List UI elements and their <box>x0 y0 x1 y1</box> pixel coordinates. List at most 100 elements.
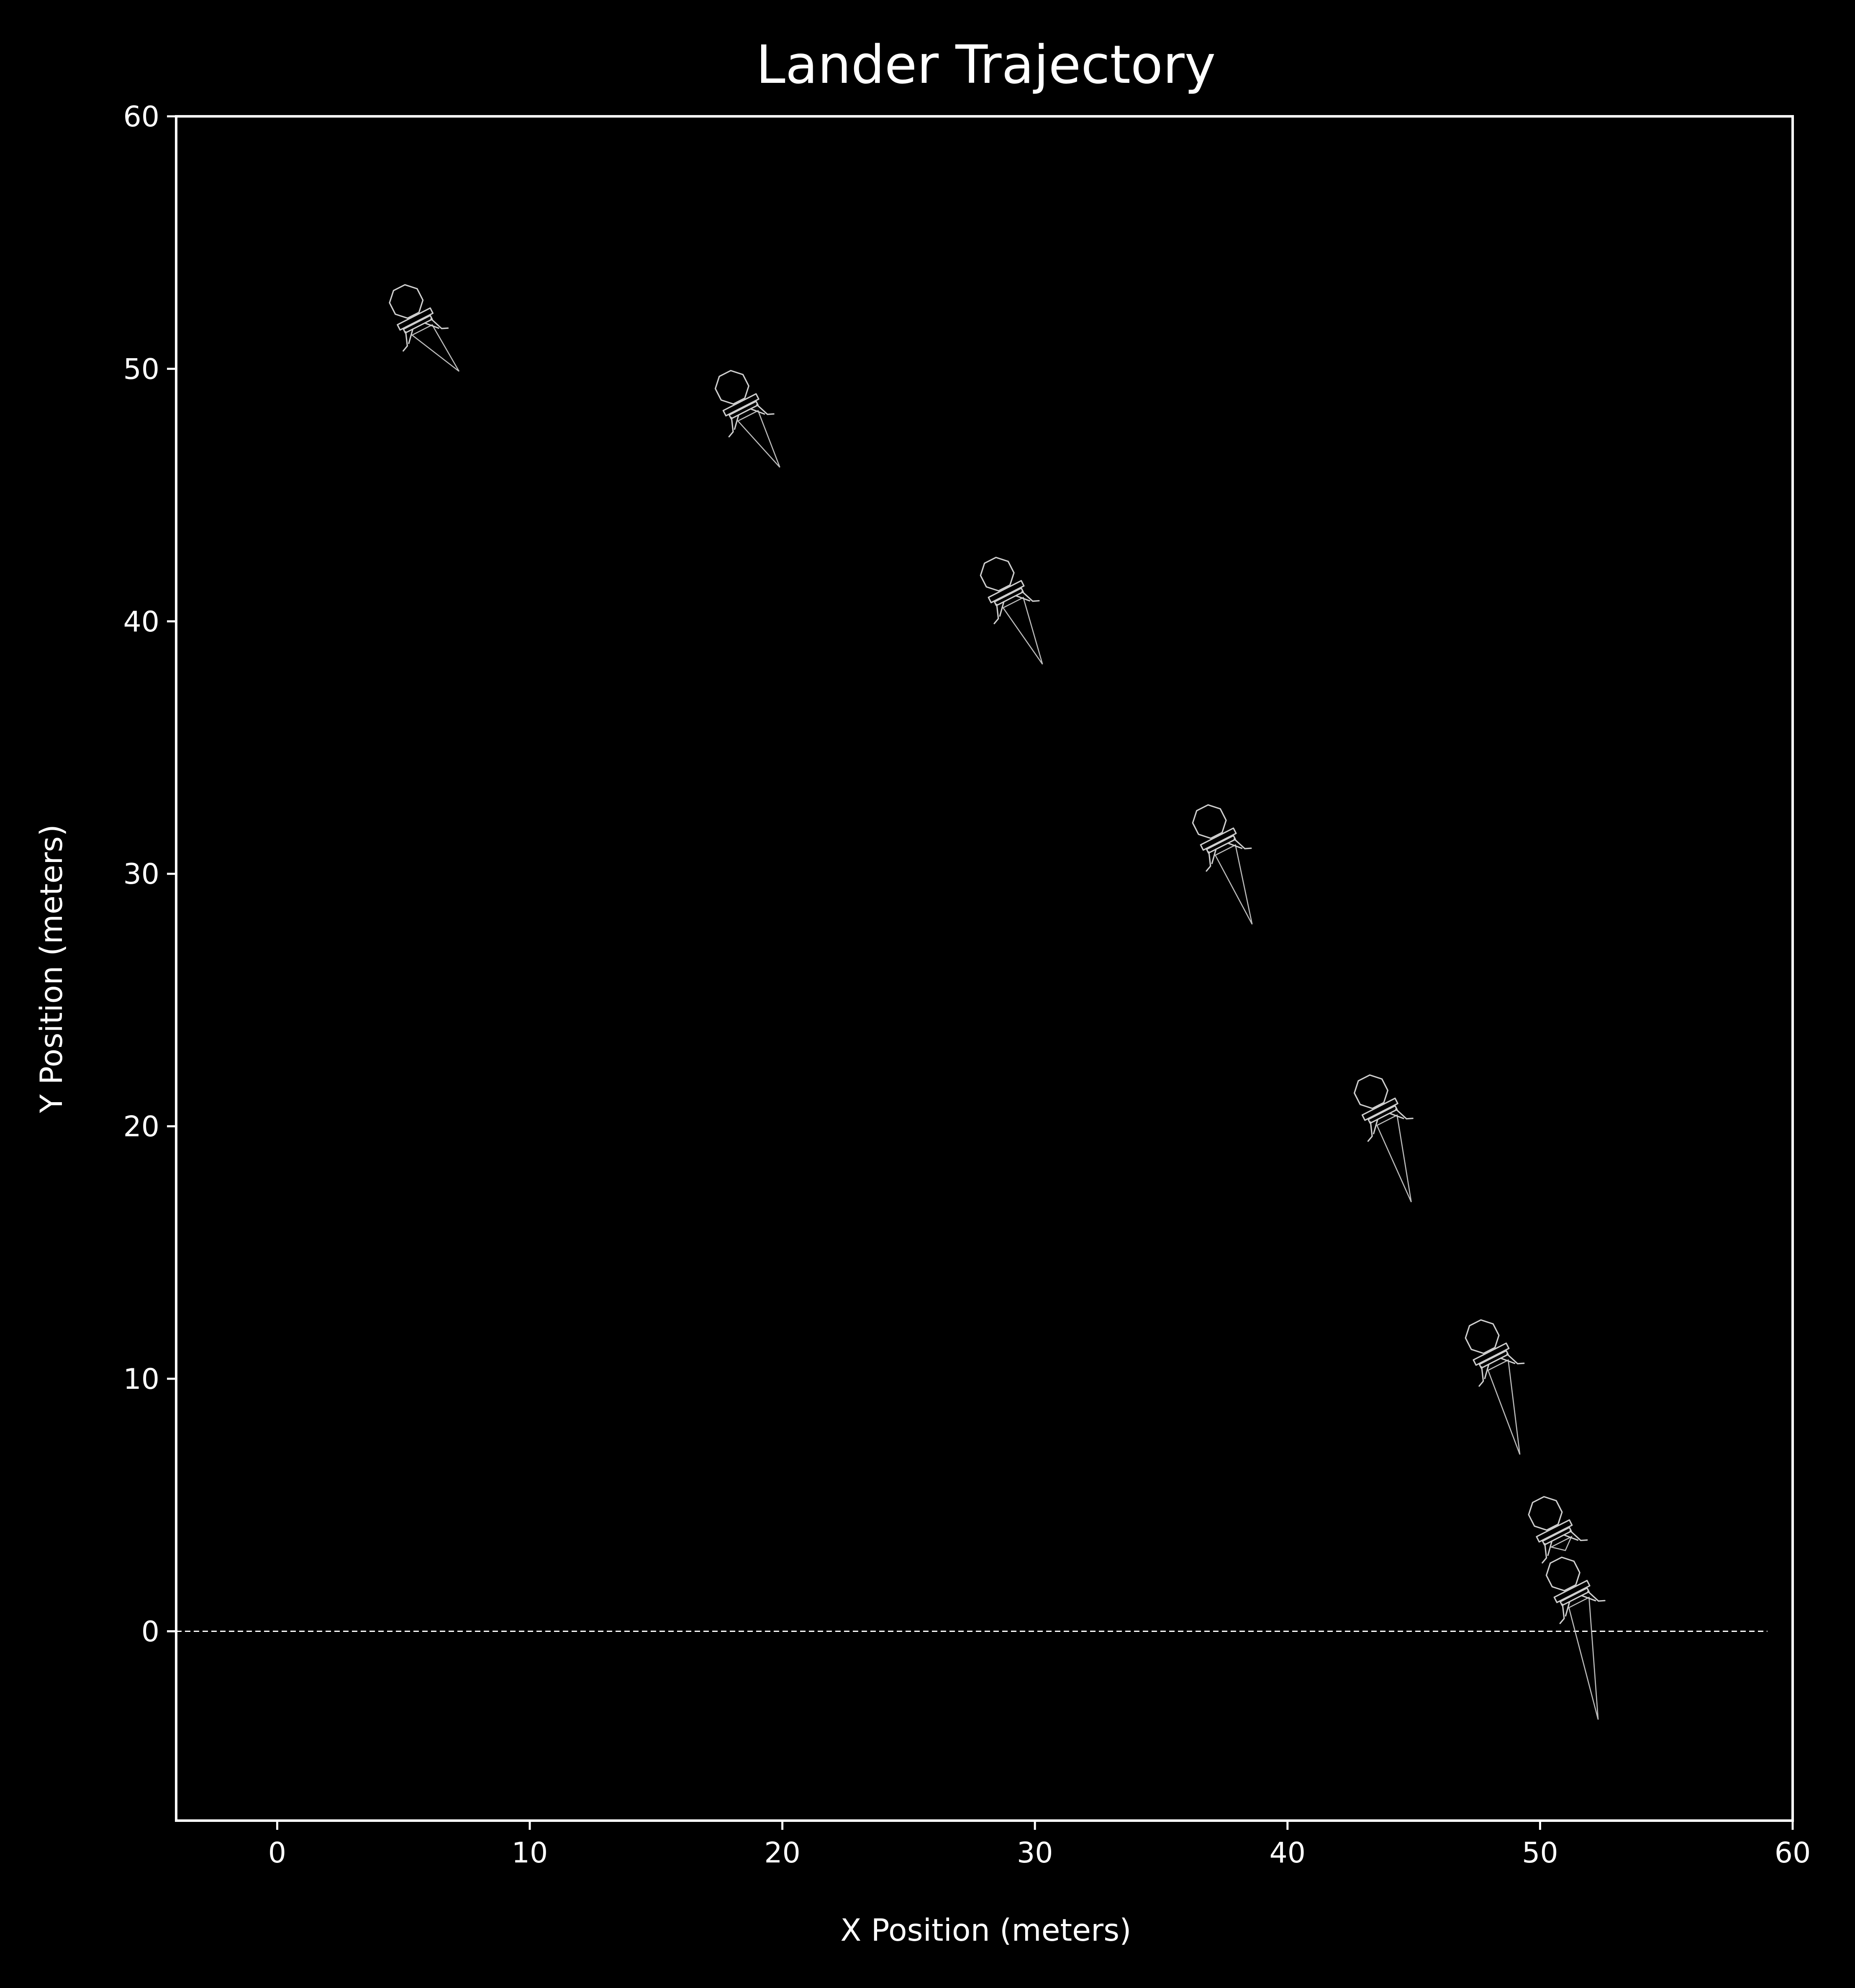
x-tick-label: 50 <box>1522 1837 1558 1870</box>
lander-icon <box>1353 1074 1414 1142</box>
lander-deck-lower <box>1560 1587 1590 1606</box>
x-tick-label: 60 <box>1775 1837 1811 1870</box>
lander-leg-left <box>1478 1366 1484 1387</box>
lander-point <box>1192 804 1253 925</box>
thrust-cone <box>1487 1359 1521 1455</box>
lander-layer <box>389 284 1606 1720</box>
lander-capsule <box>1192 804 1227 839</box>
x-tick-label: 10 <box>512 1837 548 1870</box>
lander-deck <box>1536 1519 1573 1543</box>
x-tick-label: 20 <box>764 1837 800 1870</box>
lander-strut-left <box>999 601 1005 617</box>
lander-strut-right <box>1227 842 1243 849</box>
lander-icon <box>980 557 1040 624</box>
lander-strut-right <box>750 408 765 415</box>
lander-leg-right <box>1021 591 1040 602</box>
lander-leg-left <box>1542 1543 1547 1564</box>
lander-capsule <box>1465 1319 1500 1354</box>
lander-icon <box>714 370 775 438</box>
lander-point <box>714 370 780 468</box>
lander-leg-right <box>1569 1530 1588 1542</box>
y-tick-label: 50 <box>123 353 159 386</box>
lander-leg-right <box>1587 1590 1606 1602</box>
thrust-cone <box>1568 1596 1599 1720</box>
lander-icon <box>1528 1496 1588 1564</box>
lander-deck <box>397 307 434 331</box>
y-tick-label: 60 <box>123 100 159 133</box>
thrust-cone <box>1376 1114 1412 1203</box>
lander-strut-right <box>1500 1357 1516 1364</box>
lander-leg-left <box>728 417 734 438</box>
lander-deck-lower <box>1478 1350 1509 1369</box>
lander-point <box>1545 1557 1606 1720</box>
lander-leg-left <box>1206 851 1211 872</box>
x-axis-label: X Position (meters) <box>840 1913 1131 1948</box>
lander-deck-lower <box>1206 835 1236 854</box>
lander-deck <box>1553 1580 1591 1603</box>
thrust-cone <box>1550 1535 1573 1551</box>
y-tick-label: 20 <box>123 1111 159 1144</box>
x-tick-label: 30 <box>1017 1837 1053 1870</box>
lander-icon <box>389 284 449 352</box>
lander-deck <box>1200 827 1237 851</box>
lander-strut-left <box>1565 1601 1570 1617</box>
lander-deck-lower <box>729 400 759 420</box>
thrust-cone <box>1214 844 1253 925</box>
lander-deck <box>722 393 759 417</box>
lander-leg-right <box>1233 838 1252 849</box>
lander-capsule <box>389 284 424 319</box>
lander-deck-lower <box>403 315 433 334</box>
lander-leg-right <box>756 404 775 415</box>
y-tick-label: 40 <box>123 605 159 639</box>
y-axis-label: Y Position (meters) <box>34 824 69 1113</box>
thrust-cone <box>411 324 460 372</box>
plot-frame <box>175 115 1794 1822</box>
lander-deck <box>1473 1342 1510 1366</box>
lander-capsule <box>1528 1496 1563 1531</box>
lander-leg-left <box>1559 1603 1565 1624</box>
lander-capsule <box>980 557 1015 592</box>
lander-strut-right <box>1563 1534 1578 1541</box>
lander-point <box>1353 1074 1414 1203</box>
lander-leg-right <box>1506 1353 1525 1365</box>
lander-deck-lower <box>1368 1105 1398 1124</box>
y-tick-label: 10 <box>123 1363 159 1396</box>
lander-leg-left <box>993 603 999 624</box>
lander-strut-left <box>1373 1118 1378 1134</box>
y-tick-label: 0 <box>141 1615 159 1648</box>
lander-leg-left <box>1367 1121 1373 1142</box>
lander-capsule <box>714 370 749 405</box>
lander-point <box>389 284 460 372</box>
lander-icon <box>1545 1557 1606 1624</box>
x-axis-ticks: 0 10 20 30 40 50 60 <box>268 1821 1811 1870</box>
lander-strut-right <box>1389 1113 1404 1119</box>
lander-strut-right <box>1015 595 1031 602</box>
y-tick-label: 30 <box>123 858 159 891</box>
lander-capsule <box>1545 1557 1580 1592</box>
lander-point <box>1465 1319 1525 1455</box>
lander-strut-right <box>1580 1595 1596 1601</box>
lander-strut-right <box>424 322 439 329</box>
lander-strut-left <box>1484 1363 1490 1380</box>
lander-point <box>980 557 1043 665</box>
lander-point <box>1528 1496 1588 1564</box>
chart-title: Lander Trajectory <box>756 34 1216 95</box>
thrust-cone <box>737 410 780 468</box>
lander-leg-left <box>403 331 408 352</box>
lander-capsule <box>1353 1074 1389 1109</box>
lander-icon <box>1192 804 1252 872</box>
lander-deck-lower <box>993 587 1024 606</box>
y-axis-ticks: 0 10 20 30 40 50 60 <box>123 100 176 1648</box>
lander-strut-left <box>408 328 414 344</box>
lander-deck <box>988 580 1025 603</box>
lander-strut-left <box>734 414 739 430</box>
lander-icon <box>1465 1319 1525 1387</box>
lander-strut-left <box>1547 1540 1553 1556</box>
lander-strut-left <box>1211 848 1217 864</box>
x-tick-label: 40 <box>1270 1837 1306 1870</box>
thrust-cone <box>1002 597 1043 665</box>
lander-leg-right <box>430 318 449 329</box>
x-tick-label: 0 <box>268 1837 286 1870</box>
